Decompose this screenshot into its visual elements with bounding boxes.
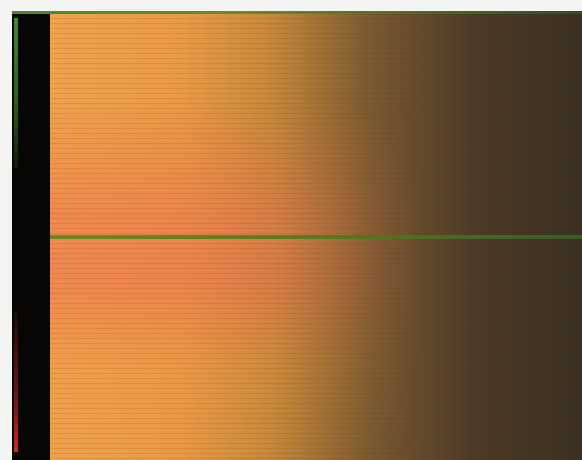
top-edge	[12, 11, 582, 14]
red-streak	[14, 312, 18, 452]
dark-sidebar	[12, 12, 50, 460]
green-streak	[14, 18, 18, 168]
green-line	[50, 235, 582, 239]
image-frame	[0, 0, 582, 460]
